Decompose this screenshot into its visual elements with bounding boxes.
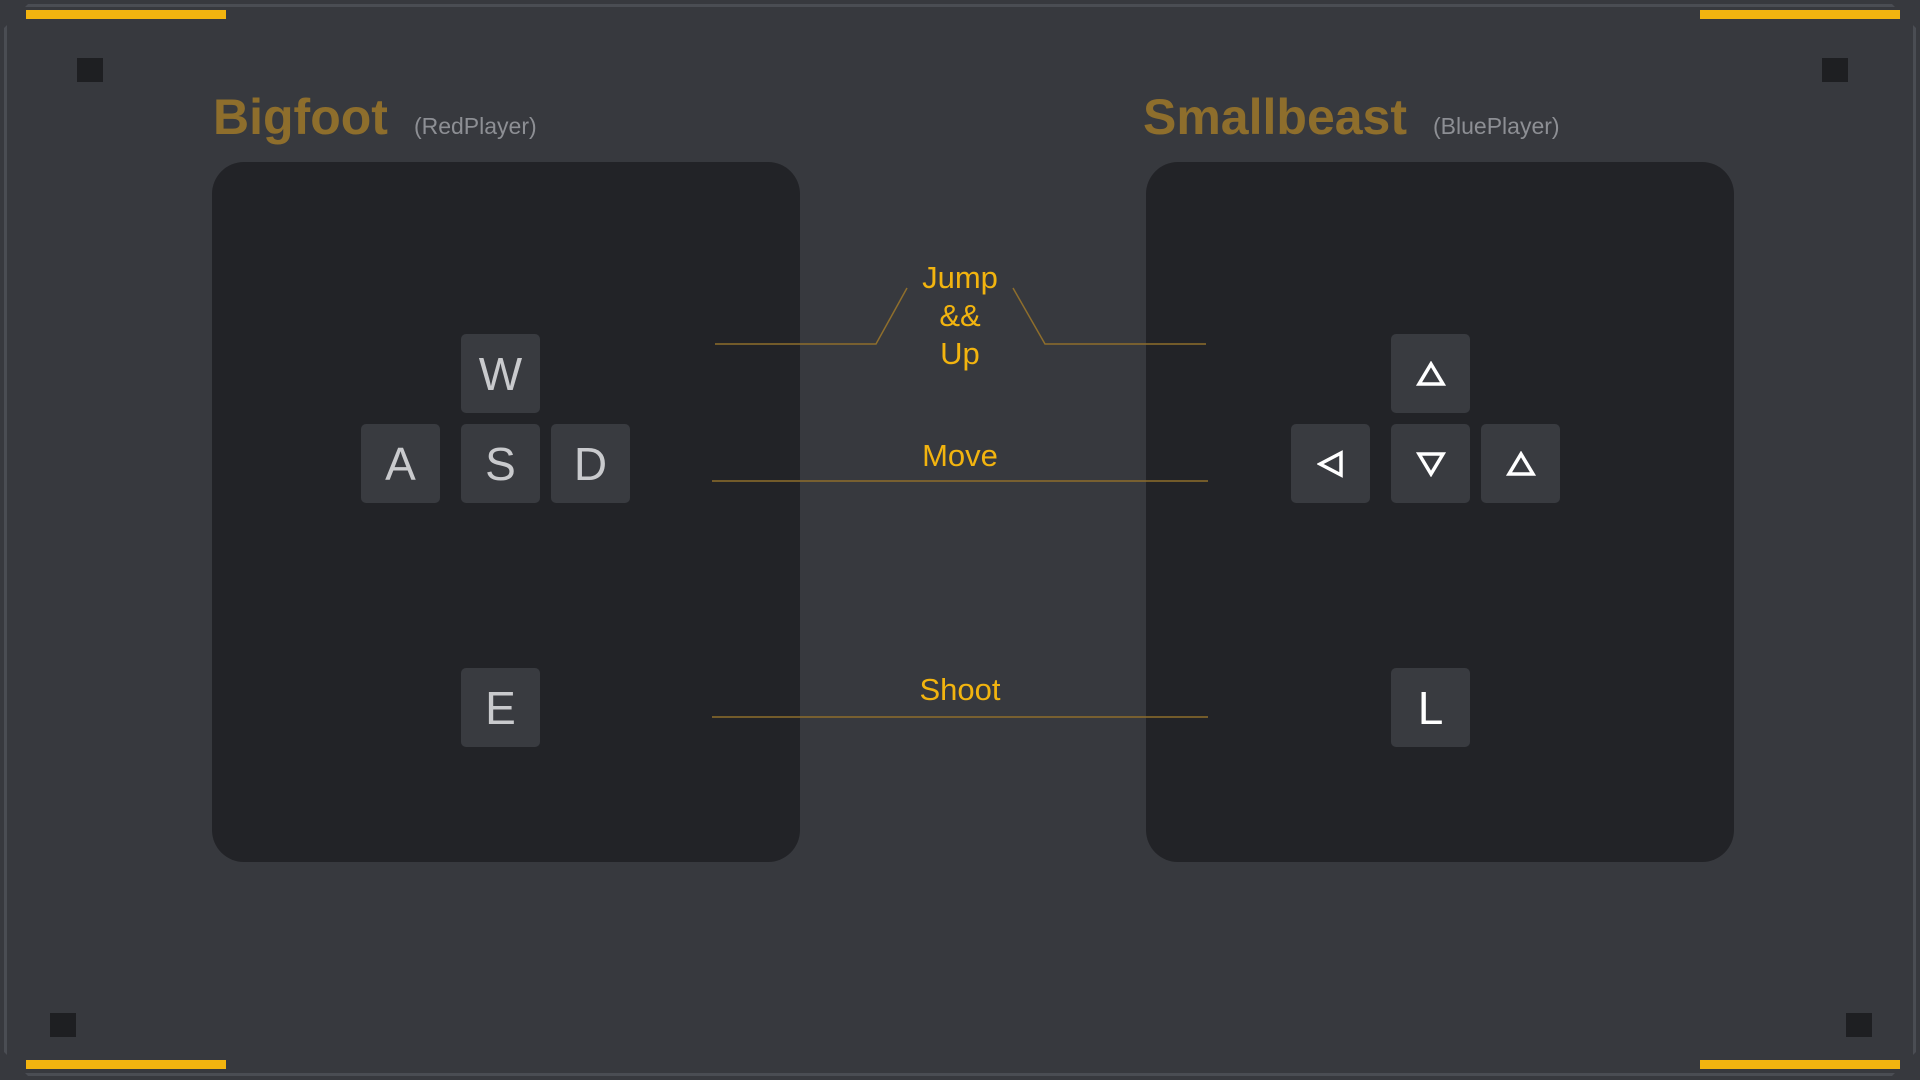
frame-border — [4, 4, 1916, 1076]
player-2-controls-panel — [1146, 162, 1734, 862]
key-up-arrow — [1391, 334, 1470, 413]
key-down-arrow — [1391, 424, 1470, 503]
action-label-jump: Jump && Up — [900, 259, 1020, 373]
key-left-arrow — [1291, 424, 1370, 503]
jump-line-2: && — [939, 298, 981, 333]
accent-bar-bottom-left — [26, 1060, 226, 1069]
key-right-d: D — [551, 424, 630, 503]
player-2-title: Smallbeast (BluePlayer) — [1143, 88, 1560, 146]
corner-marker-bottom-right — [1846, 1013, 1872, 1037]
jump-line-3: Up — [940, 336, 980, 371]
corner-marker-bottom-left — [50, 1013, 76, 1037]
arrow-up-icon — [1415, 360, 1446, 386]
jump-line-1: Jump — [922, 260, 998, 295]
arrow-left-icon — [1316, 449, 1343, 478]
accent-bar-top-left — [26, 10, 226, 19]
corner-marker-top-right — [1822, 58, 1848, 82]
player-1-title: Bigfoot (RedPlayer) — [213, 88, 537, 146]
arrow-up-icon — [1505, 450, 1536, 476]
key-shoot-l: L — [1391, 668, 1470, 747]
player-1-tag: (RedPlayer) — [413, 113, 537, 139]
corner-marker-top-left — [77, 58, 103, 82]
key-down-s: S — [461, 424, 540, 503]
key-right-arrow — [1481, 424, 1560, 503]
player-1-name: Bigfoot — [213, 89, 388, 145]
key-up-w: W — [461, 334, 540, 413]
accent-bar-bottom-right — [1700, 1060, 1900, 1069]
arrow-down-icon — [1415, 451, 1446, 477]
accent-bar-top-right — [1700, 10, 1900, 19]
player-1-controls-panel — [212, 162, 800, 862]
action-label-move: Move — [922, 438, 998, 473]
action-label-shoot: Shoot — [919, 672, 1001, 707]
key-left-a: A — [361, 424, 440, 503]
player-2-name: Smallbeast — [1143, 89, 1408, 145]
player-2-tag: (BluePlayer) — [1433, 113, 1560, 139]
key-shoot-e: E — [461, 668, 540, 747]
